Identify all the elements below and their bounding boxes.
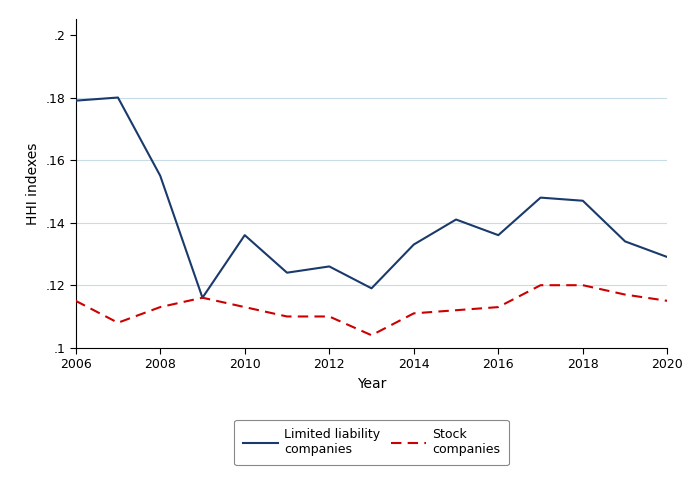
Legend: Limited liability
companies, Stock
companies: Limited liability companies, Stock compa… [235,420,508,465]
X-axis label: Year: Year [357,377,386,391]
Y-axis label: HHI indexes: HHI indexes [26,142,40,225]
